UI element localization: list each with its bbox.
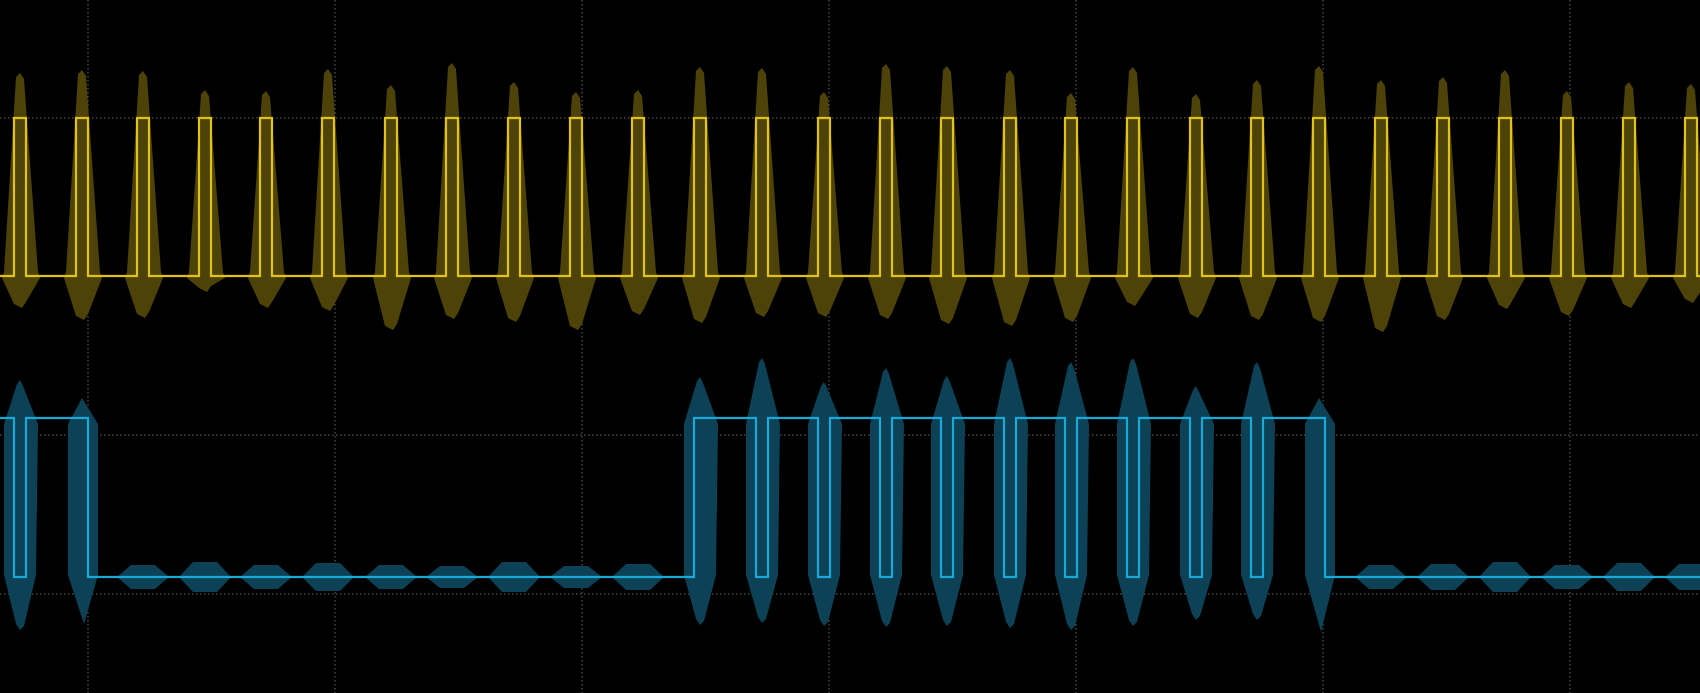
data-trace — [0, 416, 1700, 579]
clock-envelope-spike — [1239, 80, 1277, 320]
data-envelope-spike — [1180, 386, 1214, 620]
data-envelope-spike — [931, 376, 965, 626]
data-envelope-spike — [1117, 358, 1151, 626]
clock-envelope-spike — [929, 66, 967, 324]
clock-trace — [0, 116, 1700, 278]
clock-envelope-spike — [1053, 93, 1091, 322]
clock-envelope-spike — [558, 92, 596, 330]
clock-envelope-spike — [1363, 80, 1401, 332]
clock-envelope-spike — [806, 92, 844, 317]
clock-envelope-spike — [868, 64, 906, 319]
data-envelope-spike — [68, 398, 98, 624]
data-envelope-spike — [1305, 398, 1335, 632]
clock-envelope-spike — [1487, 70, 1525, 309]
clock-envelope-spike — [125, 71, 163, 318]
clock-envelope-spike — [682, 67, 720, 323]
data-envelope-spike — [4, 380, 38, 630]
data-envelope-spike — [746, 358, 780, 623]
clock-envelope-spike — [1611, 82, 1649, 308]
clock-envelope-spike — [1549, 91, 1587, 316]
clock-envelope-spike — [64, 70, 102, 320]
clock-persistence-envelope — [2, 63, 1700, 332]
clock-envelope-spike — [992, 70, 1030, 326]
data-envelope-spike — [870, 368, 904, 627]
clock-envelope-spike — [373, 85, 411, 330]
data-persistence-envelope — [4, 358, 1700, 632]
clock-envelope-spike — [434, 63, 472, 319]
data-envelope-spike — [994, 358, 1028, 628]
clock-trace-group — [0, 116, 1700, 278]
clock-envelope-spike — [620, 90, 658, 315]
clock-envelope-spike — [1178, 94, 1216, 318]
data-trace-group — [0, 416, 1700, 579]
clock-envelope-spike — [1115, 67, 1153, 306]
clock-envelope-spike — [2, 73, 40, 308]
data-envelope-spike — [808, 382, 842, 626]
data-envelope-spike — [684, 377, 718, 625]
data-envelope-spike — [1241, 362, 1275, 620]
clock-envelope-spike — [496, 82, 534, 322]
clock-envelope-spike — [1425, 77, 1463, 320]
clock-envelope-spike — [187, 90, 225, 292]
clock-envelope-spike — [310, 69, 348, 311]
clock-envelope-spike — [1673, 84, 1700, 303]
clock-envelope-spike — [1301, 66, 1339, 322]
data-envelope-spike — [1055, 362, 1089, 630]
clock-envelope-spike — [248, 91, 286, 308]
clock-envelope-spike — [744, 68, 782, 317]
